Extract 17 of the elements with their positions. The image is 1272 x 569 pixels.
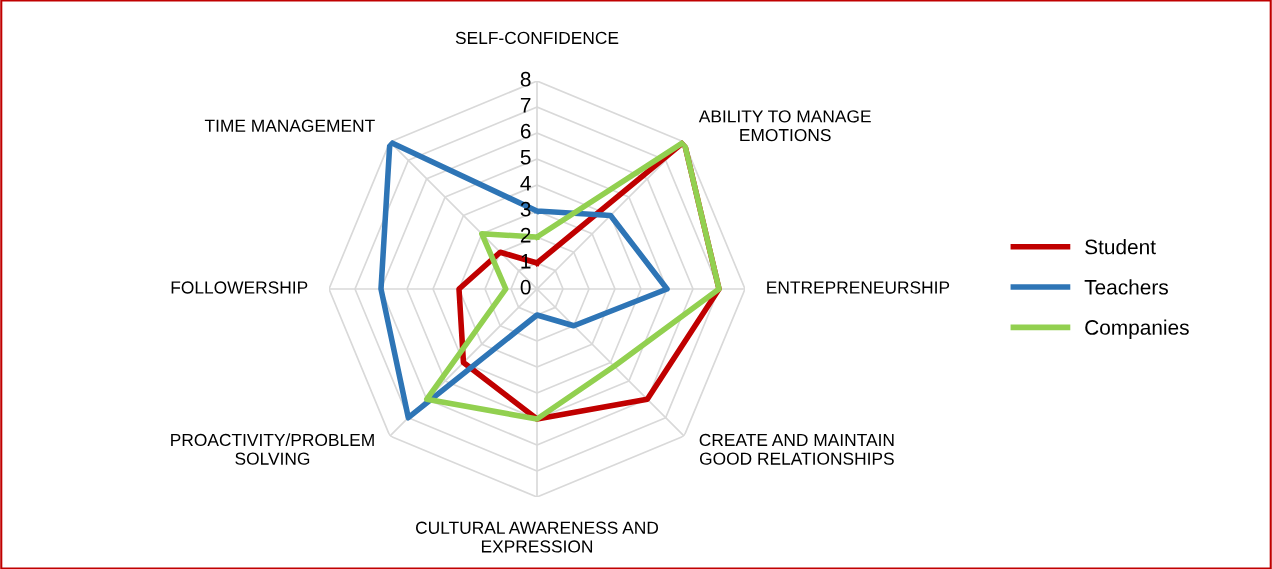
y-tick-label: 6 bbox=[520, 123, 531, 139]
spoke-label: SELF-CONFIDENCE bbox=[455, 31, 619, 45]
y-tick-label: 0 bbox=[520, 279, 531, 295]
legend-label: Companies bbox=[1085, 319, 1189, 339]
y-tick-label: 4 bbox=[520, 176, 531, 191]
spoke-label: CREATE AND MAINTAIN GOOD RELATIONSHIPS bbox=[699, 433, 894, 465]
legend-label: Student bbox=[1085, 239, 1156, 255]
spoke-label: CULTURAL AWARENESS AND EXPRESSION bbox=[416, 521, 659, 553]
spoke-label: TIME MANAGEMENT bbox=[204, 119, 375, 132]
spoke-label: FOLLOWERSHIP bbox=[171, 281, 308, 294]
spoke-label: PROACTIVITY/PROBLEM SOLVING bbox=[171, 433, 374, 465]
y-tick-label: 8 bbox=[520, 71, 531, 87]
spoke-label: ENTREPRENEURSHIP bbox=[767, 281, 950, 294]
y-tick-label: 7 bbox=[520, 98, 531, 113]
legend-label: Teachers bbox=[1084, 279, 1168, 295]
spoke-label: ABILITY TO MANAGE EMOTIONS bbox=[698, 110, 871, 142]
y-tick-label: 5 bbox=[520, 150, 531, 165]
